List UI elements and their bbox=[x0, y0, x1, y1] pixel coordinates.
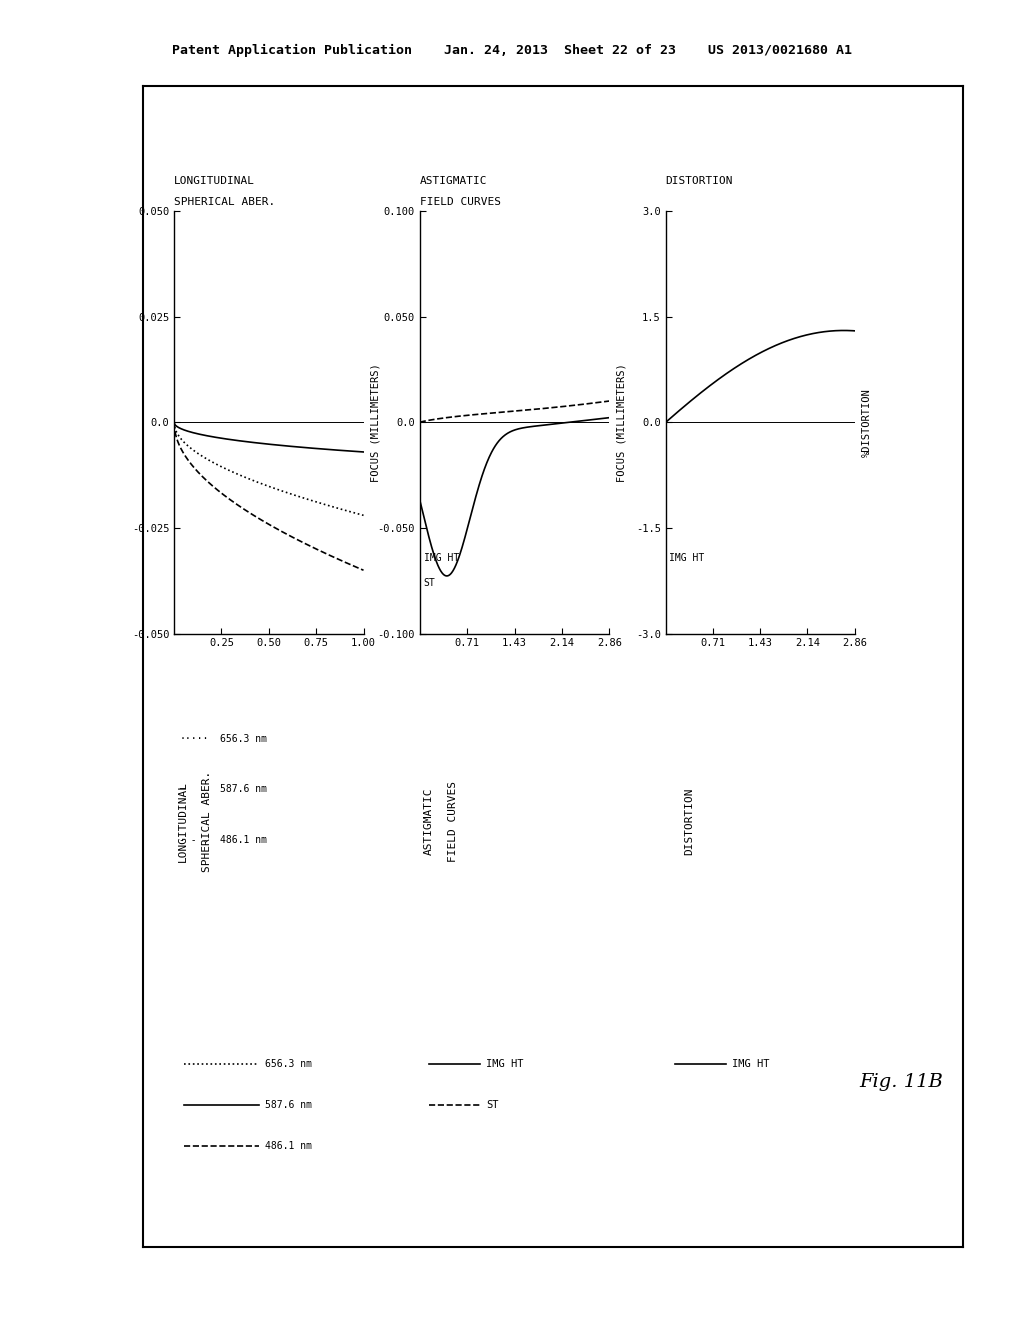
Text: IMG HT: IMG HT bbox=[670, 553, 705, 562]
Text: IMG HT: IMG HT bbox=[424, 553, 459, 562]
Text: ─: ─ bbox=[179, 784, 185, 795]
Text: SPHERICAL ABER.: SPHERICAL ABER. bbox=[174, 197, 275, 207]
Text: ST: ST bbox=[486, 1100, 499, 1110]
Text: LONGITUDINAL: LONGITUDINAL bbox=[178, 781, 187, 862]
Text: IMG HT: IMG HT bbox=[486, 1059, 523, 1069]
Text: FIELD CURVES: FIELD CURVES bbox=[420, 197, 501, 207]
Text: ST: ST bbox=[424, 578, 435, 587]
Text: 587.6 nm: 587.6 nm bbox=[220, 784, 267, 795]
Text: Patent Application Publication    Jan. 24, 2013  Sheet 22 of 23    US 2013/00216: Patent Application Publication Jan. 24, … bbox=[172, 44, 852, 57]
Text: IMG HT: IMG HT bbox=[732, 1059, 769, 1069]
Text: DISTORTION: DISTORTION bbox=[684, 788, 694, 855]
Text: Fig. 11B: Fig. 11B bbox=[859, 1073, 943, 1092]
Text: SPHERICAL ABER.: SPHERICAL ABER. bbox=[203, 771, 213, 873]
Text: 656.3 nm: 656.3 nm bbox=[220, 734, 267, 744]
Text: FIELD CURVES: FIELD CURVES bbox=[449, 781, 459, 862]
Y-axis label: FOCUS (MILLIMETERS): FOCUS (MILLIMETERS) bbox=[371, 363, 381, 482]
Text: ·····: ····· bbox=[179, 734, 209, 744]
Text: LONGITUDINAL: LONGITUDINAL bbox=[174, 176, 255, 186]
Text: DISTORTION: DISTORTION bbox=[666, 176, 733, 186]
Text: 587.6 nm: 587.6 nm bbox=[265, 1100, 312, 1110]
Text: - - -: - - - bbox=[179, 834, 209, 845]
Text: 656.3 nm: 656.3 nm bbox=[265, 1059, 312, 1069]
Y-axis label: FOCUS (MILLIMETERS): FOCUS (MILLIMETERS) bbox=[616, 363, 627, 482]
Text: 486.1 nm: 486.1 nm bbox=[220, 834, 267, 845]
Text: ASTIGMATIC: ASTIGMATIC bbox=[420, 176, 487, 186]
Text: 486.1 nm: 486.1 nm bbox=[265, 1140, 312, 1151]
Y-axis label: %DISTORTION: %DISTORTION bbox=[862, 388, 872, 457]
Text: ASTIGMATIC: ASTIGMATIC bbox=[424, 788, 433, 855]
